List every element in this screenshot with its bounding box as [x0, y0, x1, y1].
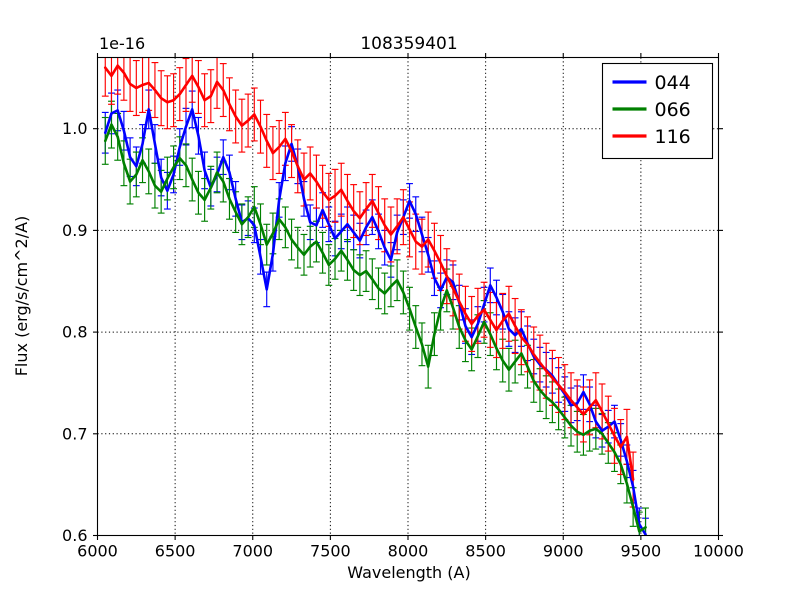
- x-tick-label: 6000: [77, 542, 118, 561]
- x-tick-label: 7000: [232, 542, 273, 561]
- x-tick-label: 8500: [465, 542, 506, 561]
- legend-label-044[interactable]: 044: [655, 72, 691, 94]
- x-tick-label: 9000: [543, 542, 584, 561]
- legend-label-066[interactable]: 066: [655, 99, 691, 121]
- y-tick-label: 0.6: [62, 526, 87, 545]
- y-tick-label: 1.0: [62, 119, 87, 138]
- legend[interactable]: 044 066 116: [601, 62, 714, 160]
- series-group: [103, 64, 647, 536]
- page-title: 108359401: [360, 34, 457, 54]
- y-tick-label: 0.9: [62, 221, 87, 240]
- x-axis-label: Wavelength (A): [347, 563, 470, 582]
- axis-tick-labels: 6000 6500 7000 7500 8000 8500 9000 9500 10000 0.6…: [62, 119, 744, 560]
- axis-ticks: [93, 53, 723, 540]
- legend-label-116[interactable]: 116: [655, 126, 691, 148]
- x-tick-label: 8000: [388, 542, 429, 561]
- x-tick-label: 7500: [310, 542, 351, 561]
- y-tick-label: 0.8: [62, 323, 87, 342]
- legend-frame: [601, 62, 714, 160]
- y-axis-offset-label: 1e-16: [99, 34, 145, 53]
- x-tick-label: 10000: [693, 542, 744, 561]
- x-tick-label: 6500: [155, 542, 196, 561]
- series-line-066: [103, 123, 647, 533]
- y-axis-label: Flux (erg/s/cm^2/A): [12, 216, 31, 377]
- x-tick-label: 9500: [621, 542, 662, 561]
- y-tick-label: 0.7: [62, 424, 87, 443]
- series-line-116: [103, 64, 635, 481]
